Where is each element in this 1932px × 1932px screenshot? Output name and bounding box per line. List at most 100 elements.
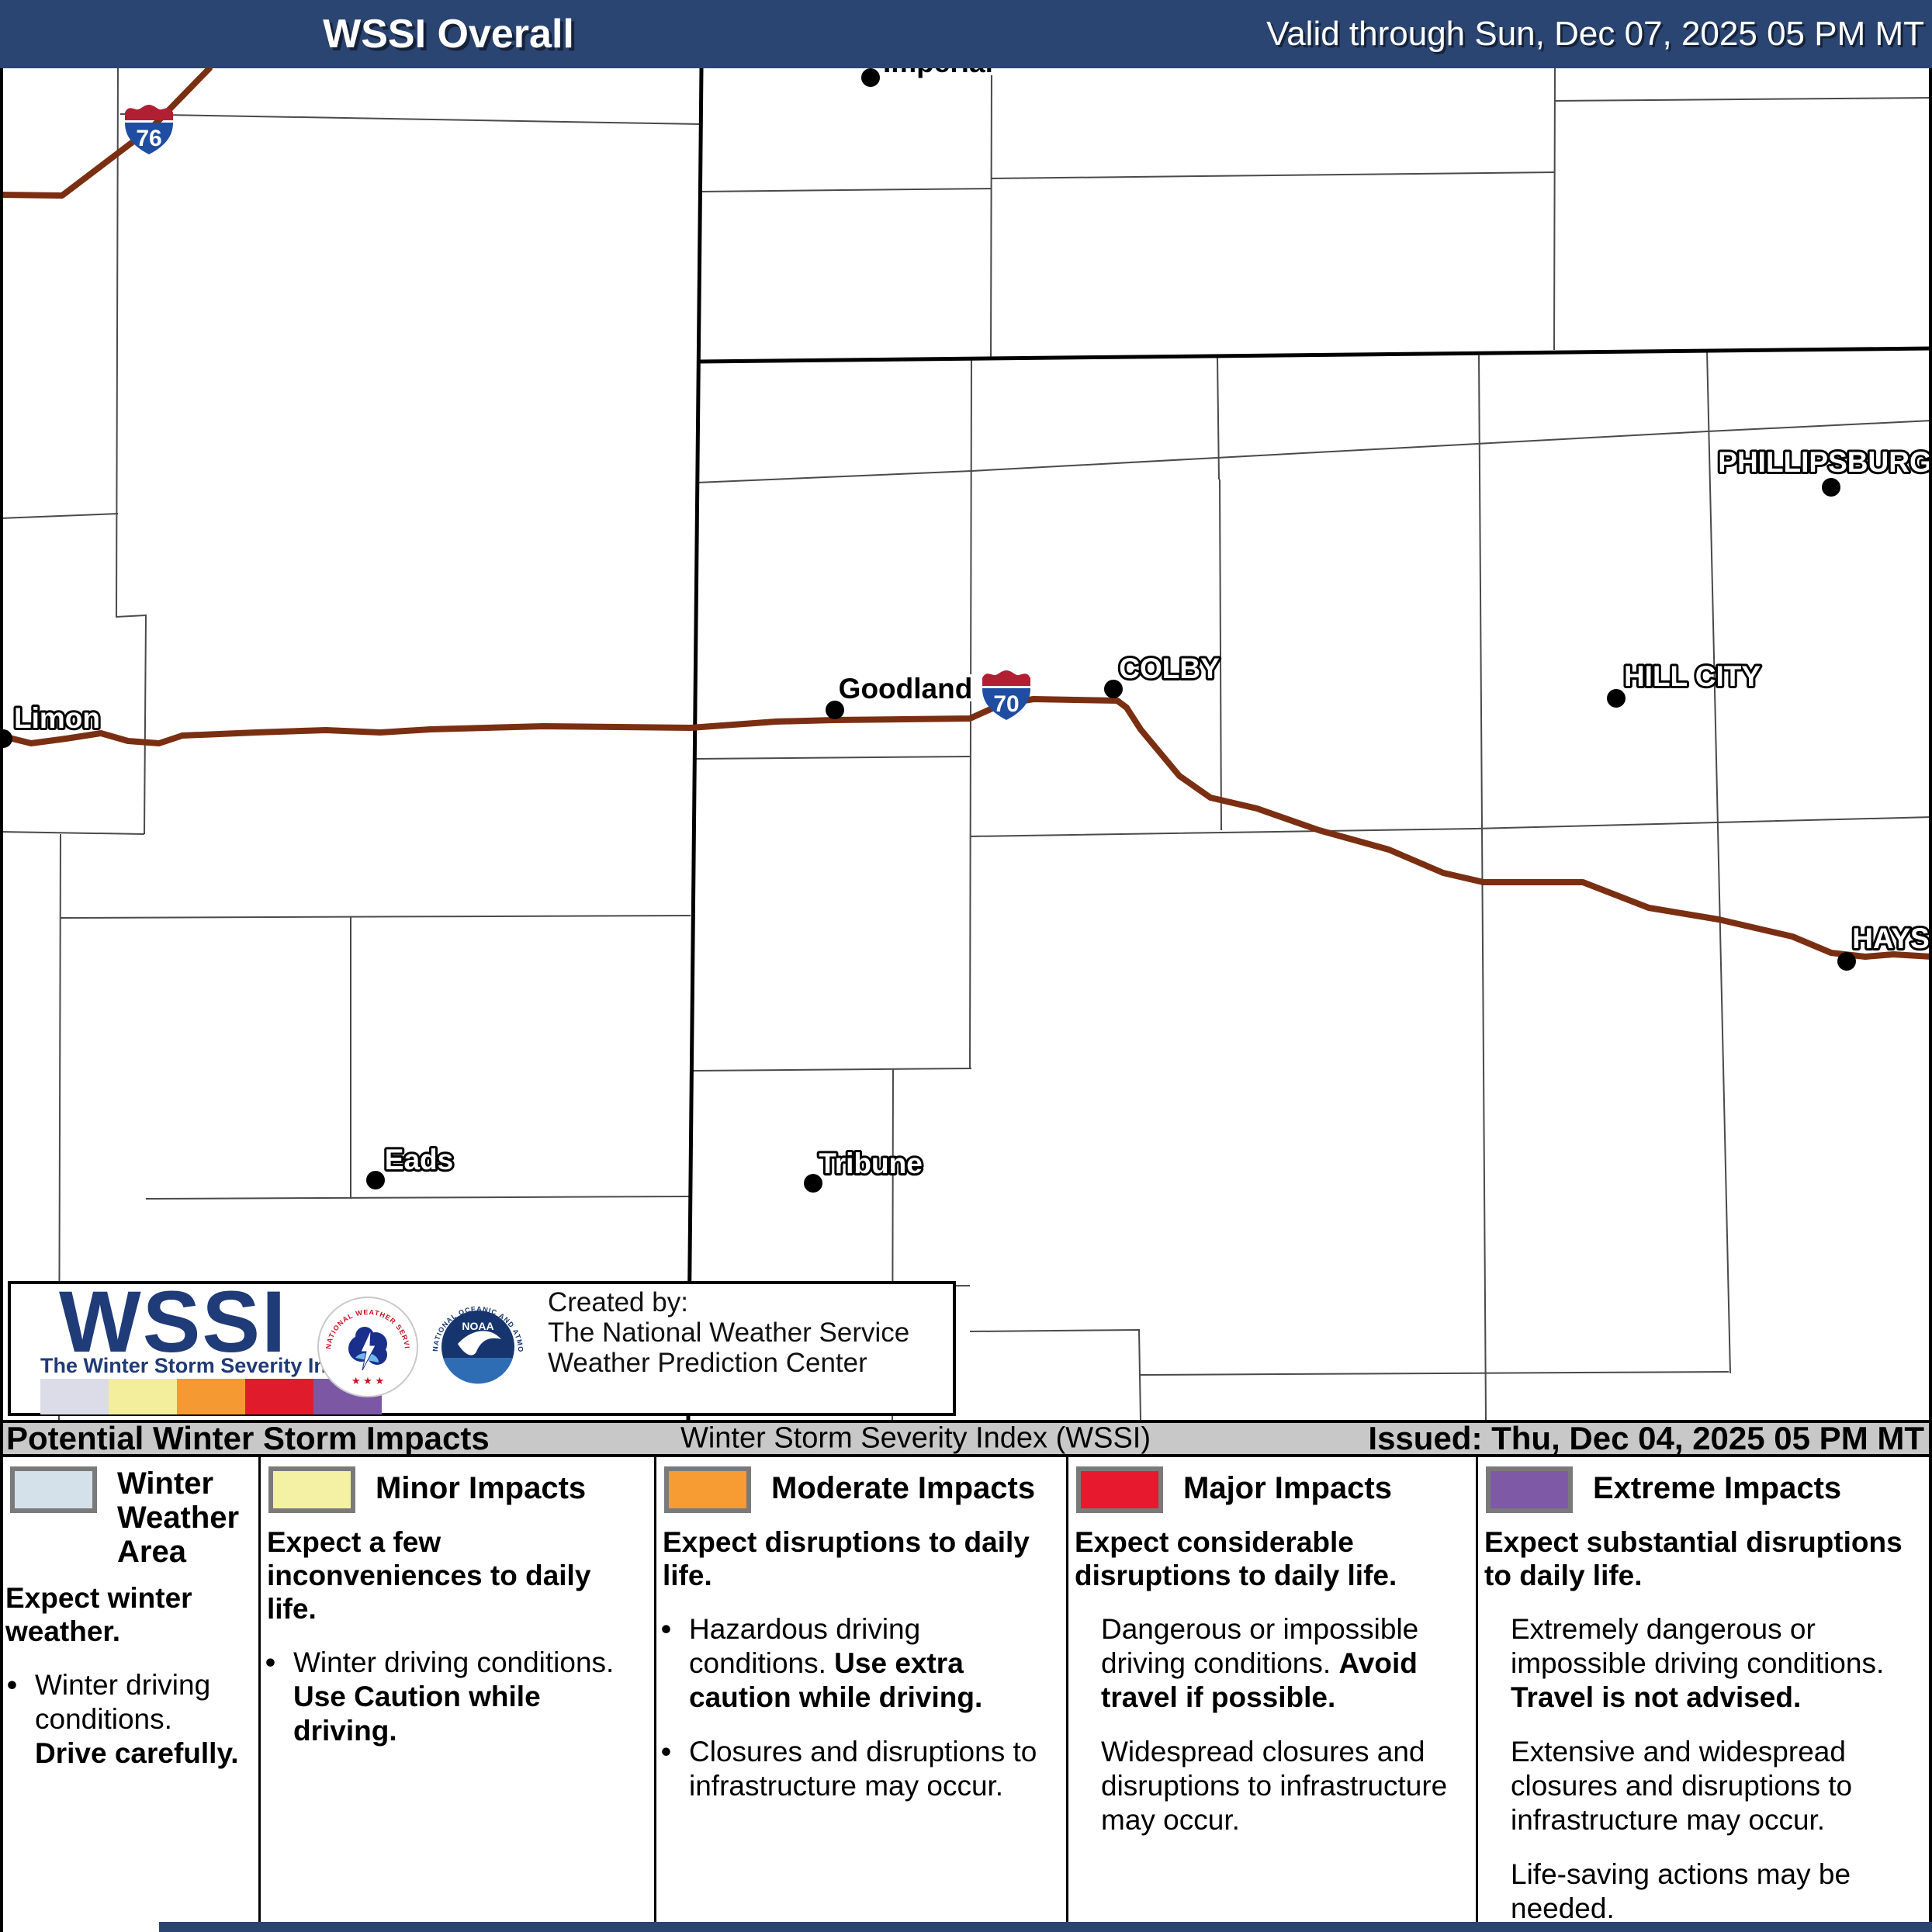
extreme-intro: Expect substantial disruptions to daily … [1484,1526,1903,1591]
county-lines [0,68,1932,1420]
page-title: WSSI Overall [323,12,574,57]
city-label-eads: Eads [385,1144,453,1175]
bullet-marker: • [7,1669,17,1701]
legend-item: Extensive and widespread closures and di… [1483,1735,1920,1837]
item-text: Extremely dangerous or impossible drivin… [1511,1613,1885,1679]
item-bold-text: Drive carefully. [35,1737,239,1769]
wssi-tagline: The Winter Storm Severity Index [40,1354,363,1377]
left-frame-border [0,68,3,1932]
item-bold-text: Use extra caution while driving. [689,1647,983,1713]
legend-item: • Winter driving conditions. Drive caref… [7,1668,248,1771]
winter-weather-intro: Expect winter weather. [5,1582,192,1647]
legend-col-major: Major Impacts Expect considerable disrup… [1066,1457,1476,1932]
item-text: Life-saving actions may be needed. [1511,1858,1851,1924]
legend-item: Extremely dangerous or impossible drivin… [1483,1612,1920,1715]
city-hays: HAYS [1837,920,1932,971]
state-borders [686,68,1932,1420]
legend-title: Potential Winter Storm Impacts [6,1420,490,1456]
bottom-navy-strip [159,1922,1932,1932]
winter-weather-swatch [10,1466,97,1513]
swatch-major [245,1379,313,1414]
legend-title-bar: Potential Winter Storm Impacts Winter St… [0,1420,1932,1457]
minor-intro: Expect a few inconveniences to daily lif… [267,1526,591,1625]
moderate-heading: Moderate Impacts [771,1471,1036,1505]
moderate-intro: Expect disruptions to daily life. [663,1526,1030,1591]
city-goodland: Goodland [826,670,975,719]
legend-col-moderate: Moderate Impacts Expect disruptions to d… [654,1457,1066,1932]
item-bold-text: Travel is not advised. [1511,1681,1802,1713]
shield-70-number: 70 [993,691,1019,717]
wssi-logo-text: WSSI [59,1273,288,1370]
legend-col-winter-weather: Winter Weather Area Expect winter weathe… [2,1457,258,1932]
bullet-marker: • [661,1613,671,1645]
item-text: Closures and disruptions to infrastructu… [689,1736,1037,1802]
legend-col-minor: Minor Impacts Expect a few inconvenience… [258,1457,654,1932]
city-label-colby: COLBY [1119,653,1220,684]
city-hill-city: HILL CITY [1607,658,1763,708]
winter-weather-heading: Winter Weather Area [117,1466,240,1569]
item-text: Dangerous or impossible driving conditio… [1101,1613,1419,1679]
city-eads: Eads [366,1141,455,1189]
valid-through-text: Valid through Sun, Dec 07, 2025 05 PM MT [1266,15,1924,53]
swatch-minor [109,1379,177,1414]
moderate-swatch [664,1466,751,1513]
wssi-logo-box: WSSI TM The Winter Storm Severity Index … [8,1273,956,1416]
city-label-tribune: Tribune [819,1148,923,1179]
interstate-70-shield: 70 [982,670,1030,720]
impact-legend: Winter Weather Area Expect winter weathe… [0,1457,1932,1932]
legend-col-extreme: Extreme Impacts Expect substantial disru… [1476,1457,1930,1932]
city-label-goodland: Goodland [839,673,973,705]
interstate-70-road [0,696,1932,960]
major-swatch [1076,1466,1163,1513]
nws-logo-icon: NATIONAL WEATHER SERVICE ★ ★ ★ [317,1297,418,1397]
right-frame-border [1929,68,1932,1932]
item-text: Winter driving conditions. [293,1646,615,1678]
interstate-76-shield: 76 [125,105,173,154]
city-tribune: Tribune [804,1145,925,1193]
swatch-moderate [177,1379,245,1414]
major-intro: Expect considerable disruptions to daily… [1075,1526,1397,1591]
minor-swatch [268,1466,355,1513]
minor-heading: Minor Impacts [376,1471,587,1505]
map-background [0,68,1932,1420]
org-line2: Weather Prediction Center [548,1348,867,1378]
city-label-limon: Limon [14,702,100,734]
city-label-hill-city: HILL CITY [1624,660,1761,692]
legend-item: Dangerous or impossible driving conditio… [1073,1612,1465,1715]
item-text: Hazardous driving conditions. [689,1613,921,1679]
legend-item: Widespread closures and disruptions to i… [1073,1735,1465,1837]
extreme-swatch [1486,1466,1573,1513]
map-canvas: 76 70 Imperial Limon Goodland COLBY [0,68,1932,1420]
svg-text:NOAA: NOAA [462,1320,493,1332]
item-bold-text: Avoid travel if possible. [1101,1647,1418,1713]
created-by-block: Created by: The National Weather Service… [548,1287,909,1378]
agency-logos: NATIONAL WEATHER SERVICE ★ ★ ★ NATIONAL … [317,1296,529,1398]
city-phillipsburg: PHILLIPSBURG [1716,444,1932,497]
item-text: Widespread closures and disruptions to i… [1101,1736,1448,1836]
shield-76-number: 76 [136,126,161,151]
city-label-hays: HAYS [1852,923,1929,954]
item-bold-text: Use Caution while driving. [293,1681,541,1747]
city-label-phillipsburg: PHILLIPSBURG [1718,446,1931,478]
city-colby: COLBY [1104,650,1222,698]
noaa-logo-icon: NATIONAL OCEANIC AND ATMOSPHERIC ADMINIS… [427,1296,529,1398]
legend-item: • Winter driving conditions. Use Caution… [265,1646,643,1748]
interstate-76-road [0,68,213,199]
legend-item: • Closures and disruptions to infrastruc… [661,1735,1055,1803]
item-text: Extensive and widespread closures and di… [1511,1736,1853,1836]
extreme-heading: Extreme Impacts [1593,1471,1842,1505]
city-markers: Imperial Limon Goodland COLBY PHILLIPSBU… [0,68,1932,1193]
legend-subtitle: Winter Storm Severity Index (WSSI) [680,1421,1151,1455]
header-bar: WSSI Overall Valid through Sun, Dec 07, … [0,0,1932,68]
bullet-marker: • [265,1646,275,1678]
svg-text:★ ★ ★: ★ ★ ★ [351,1375,384,1387]
bullet-marker: • [661,1736,671,1768]
major-heading: Major Impacts [1183,1471,1392,1505]
legend-item: • Hazardous driving conditions. Use extr… [661,1612,1055,1715]
legend-item: Life-saving actions may be needed. [1483,1858,1920,1926]
issued-text: Issued: Thu, Dec 04, 2025 05 PM MT [1368,1420,1924,1456]
highways [0,68,1932,960]
city-label-imperial: Imperial [883,68,993,78]
city-imperial: Imperial [861,68,996,87]
